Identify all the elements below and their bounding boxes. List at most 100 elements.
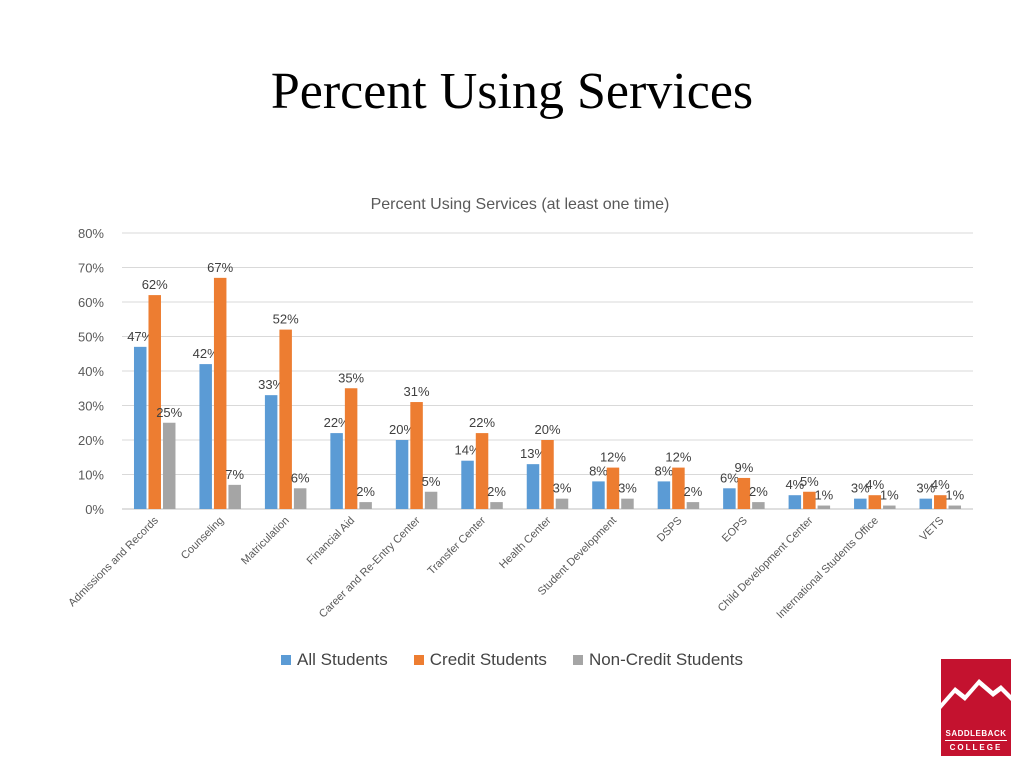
bar-value-label: 2% — [487, 484, 506, 499]
x-tick-label: Transfer Center — [425, 514, 488, 577]
bar — [803, 491, 816, 509]
bar-value-label: 20% — [389, 422, 415, 437]
bar — [621, 498, 634, 509]
y-tick-label: 40% — [78, 364, 104, 379]
chart-legend: All Students Credit Students Non-Credit St… — [0, 650, 1024, 670]
bar-value-label: 25% — [156, 405, 182, 420]
bar — [788, 495, 802, 509]
bar — [657, 481, 671, 509]
bar-value-label: 4% — [785, 477, 804, 492]
bar — [919, 498, 933, 509]
bar-value-label: 4% — [931, 477, 950, 492]
bar — [133, 346, 147, 509]
legend-swatch — [281, 655, 292, 665]
bar — [883, 505, 896, 509]
bar — [264, 395, 278, 509]
bar — [148, 295, 161, 509]
bar — [395, 440, 409, 509]
bar-value-label: 3% — [618, 481, 637, 496]
bar — [934, 495, 947, 509]
bar — [526, 464, 540, 509]
bar — [359, 502, 372, 509]
bar-value-label: 67% — [207, 260, 233, 275]
bar — [228, 484, 241, 509]
mountain-logo-icon — [941, 679, 1011, 729]
bar-value-label: 2% — [749, 484, 768, 499]
bar-value-label: 33% — [258, 377, 284, 392]
bar-value-label: 22% — [469, 415, 495, 430]
bar — [330, 433, 343, 509]
bar-value-label: 9% — [734, 460, 753, 475]
bar-value-label: 12% — [665, 450, 691, 465]
bar-value-label: 62% — [142, 277, 168, 292]
bar — [213, 277, 227, 509]
y-tick-label: 20% — [78, 433, 104, 448]
logo-text-college: COLLEGE — [949, 743, 1003, 752]
bar — [475, 433, 489, 509]
legend-label: Credit Students — [429, 650, 547, 669]
saddleback-college-logo: SADDLEBACK COLLEGE — [941, 659, 1011, 756]
x-tick-label: Matriculation — [239, 515, 292, 568]
bar-value-label: 8% — [589, 463, 608, 478]
bar — [541, 440, 554, 509]
slide-title: Percent Using Services — [270, 63, 754, 120]
bar — [279, 329, 292, 509]
x-tick-label: Admissions and Records — [66, 514, 161, 609]
y-tick-label: 80% — [78, 226, 104, 241]
bar-value-label: 13% — [520, 446, 546, 461]
bar-value-label: 3% — [916, 481, 935, 496]
bar — [592, 481, 605, 509]
bar-value-label: 6% — [720, 470, 739, 485]
bar — [737, 477, 751, 509]
bar-value-label: 4% — [865, 477, 884, 492]
bar — [948, 505, 962, 509]
bar — [817, 505, 831, 509]
bar-value-label: 2% — [684, 484, 703, 499]
bar-value-label: 31% — [404, 384, 430, 399]
legend-label: All Students — [297, 650, 388, 669]
bar-value-label: 12% — [600, 450, 626, 465]
bar — [461, 460, 474, 509]
bar — [868, 495, 882, 509]
bar-value-label: 14% — [455, 443, 481, 458]
legend-item: Non-Credit Students — [572, 650, 743, 670]
bar-value-label: 42% — [193, 346, 219, 361]
bar-value-label: 20% — [534, 422, 560, 437]
bar — [723, 488, 736, 509]
bar-value-label: 1% — [814, 488, 833, 503]
bar — [606, 467, 620, 509]
bar — [555, 498, 569, 509]
bar — [410, 402, 423, 509]
x-tick-label: Financial Aid — [305, 515, 358, 568]
bar — [672, 467, 685, 509]
y-tick-label: 0% — [85, 502, 104, 517]
bar — [293, 488, 307, 509]
y-tick-label: 50% — [78, 330, 104, 345]
bar — [424, 491, 438, 509]
bar — [686, 502, 700, 509]
x-tick-label: Health Center — [497, 514, 554, 571]
logo-text-saddleback: SADDLEBACK — [945, 729, 1007, 738]
bar-value-label: 47% — [127, 329, 153, 344]
bar-value-label: 1% — [945, 488, 964, 503]
legend-label: Non-Credit Students — [588, 650, 743, 669]
bar-value-label: 2% — [356, 484, 375, 499]
bar — [854, 498, 867, 509]
x-tick-label: DSPS — [655, 515, 685, 545]
logo-divider — [945, 740, 1007, 741]
bar-value-label: 52% — [273, 312, 299, 327]
bar — [162, 422, 176, 509]
y-tick-label: 30% — [78, 399, 104, 414]
bar-value-label: 7% — [225, 467, 244, 482]
bar-value-label: 3% — [553, 481, 572, 496]
legend-item: Credit Students — [413, 650, 547, 670]
legend-swatch — [413, 655, 424, 665]
bar-value-label: 8% — [655, 463, 674, 478]
bar — [490, 502, 503, 509]
y-tick-label: 70% — [78, 261, 104, 276]
y-tick-label: 10% — [78, 468, 104, 483]
bar — [344, 388, 358, 509]
x-tick-label: Counseling — [179, 515, 226, 562]
bar — [199, 364, 212, 509]
